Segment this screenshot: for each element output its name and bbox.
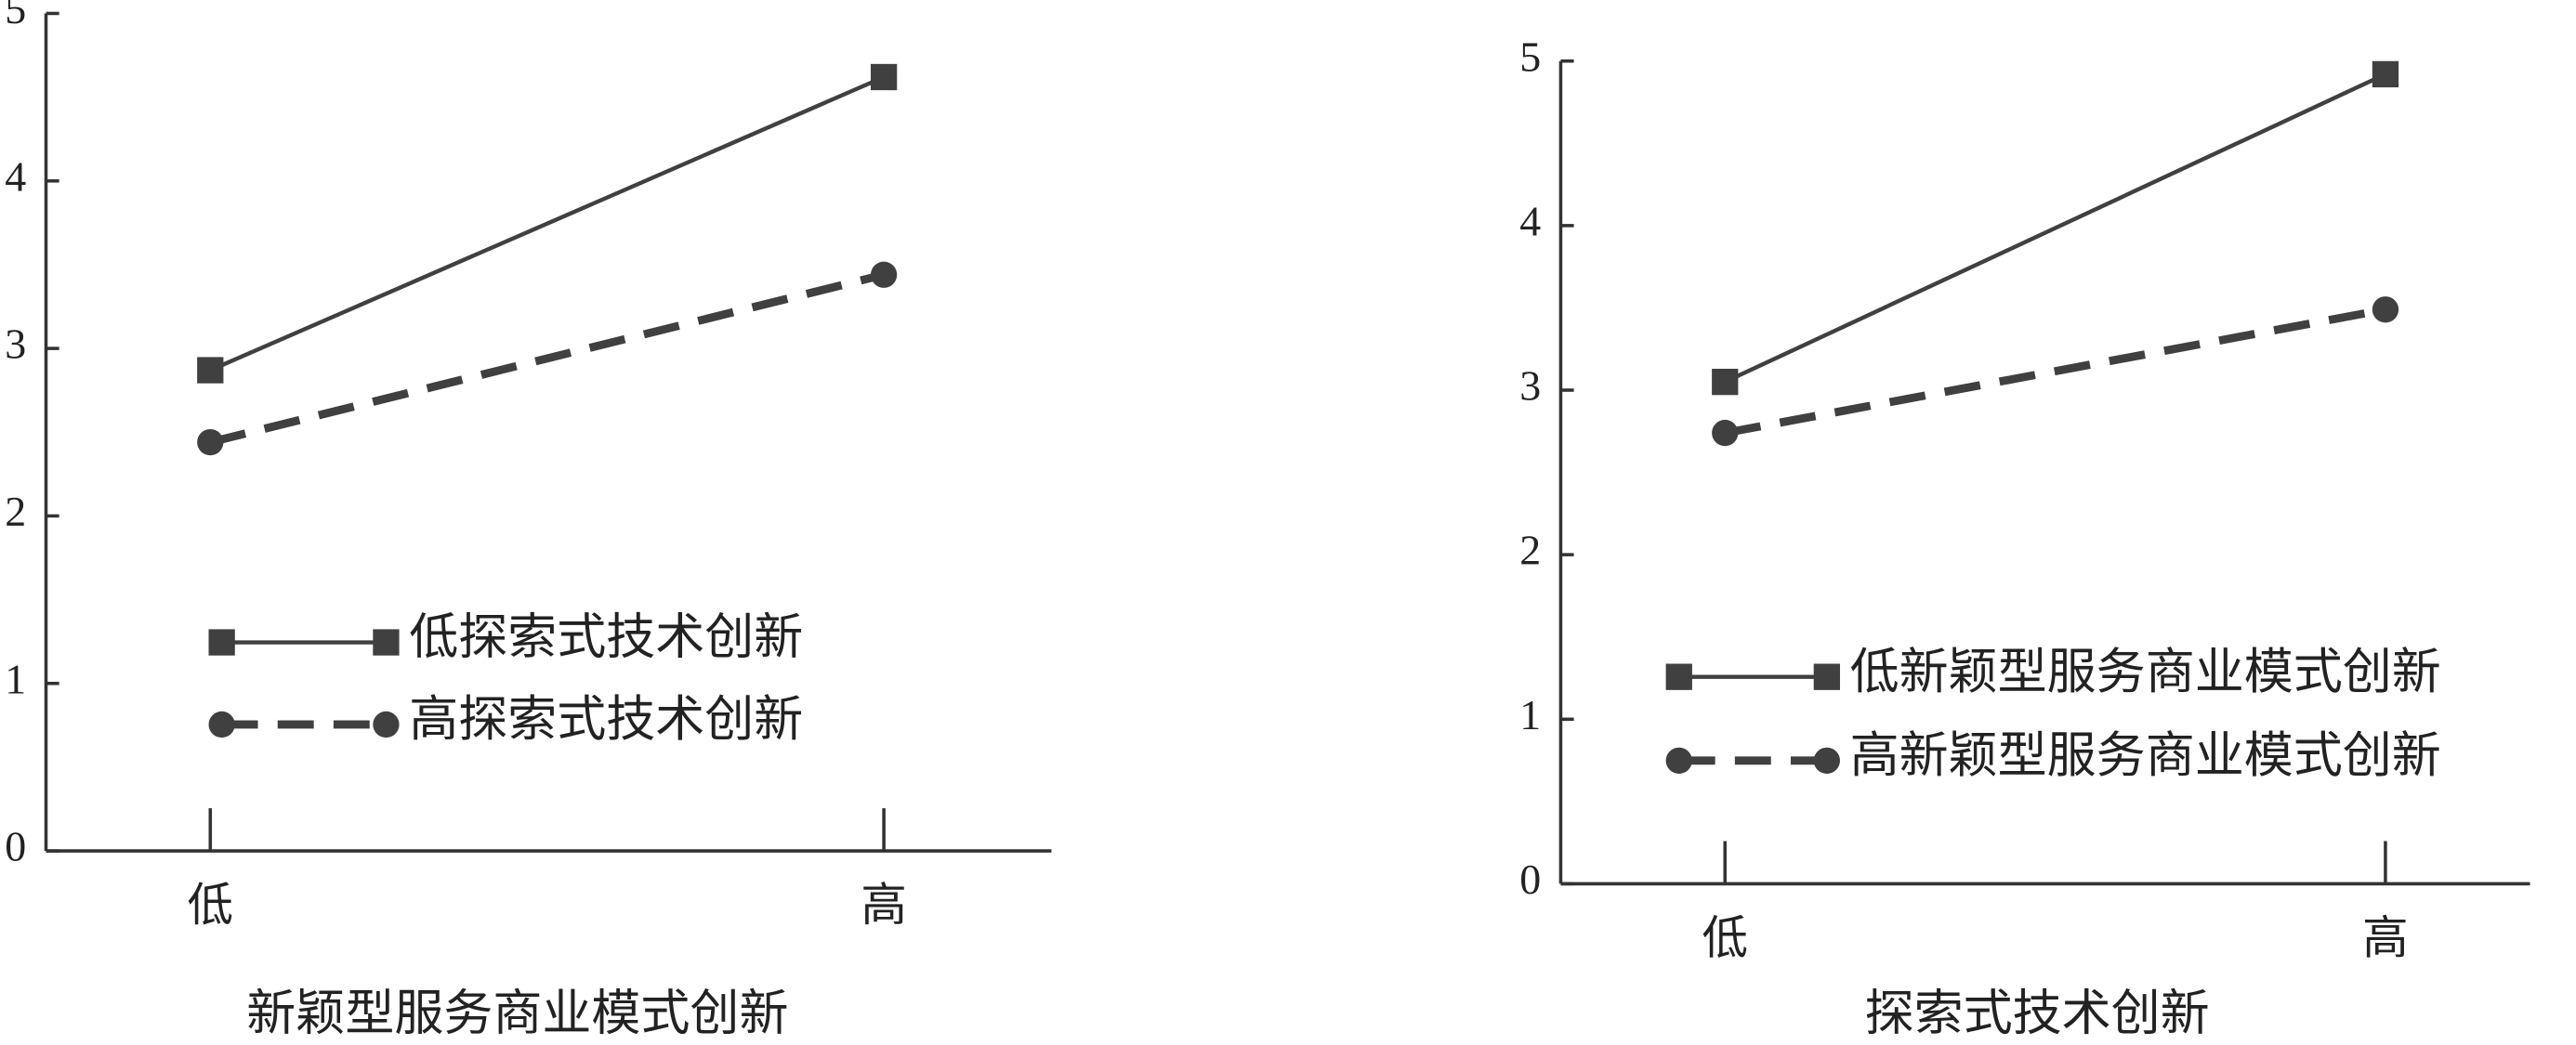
series-line (1724, 305, 2386, 438)
y-tick-label: 4 (1519, 197, 1541, 244)
y-tick-label: 2 (5, 488, 26, 535)
x-tick-label: 高 (861, 880, 907, 931)
legend-label: 低探索式技术创新 (409, 611, 803, 665)
legend-marker (208, 629, 235, 656)
y-tick-label: 5 (1519, 33, 1541, 80)
legend-marker (208, 711, 235, 738)
legend-marker (1665, 747, 1692, 774)
x-axis-title: 新颖型服务商业模式创新 (246, 987, 788, 1041)
marker (870, 63, 898, 91)
y-tick-label: 3 (1519, 362, 1541, 410)
y-tick-label: 1 (5, 655, 26, 702)
marker (2372, 60, 2399, 88)
y-tick-label: 0 (5, 823, 26, 870)
x-tick-label: 高 (2362, 912, 2409, 963)
marker (197, 357, 224, 384)
y-tick-label: 3 (5, 320, 26, 368)
legend-marker (1813, 747, 1840, 774)
x-tick-label: 低 (1702, 912, 1749, 963)
marker (197, 428, 224, 456)
marker (870, 261, 898, 288)
y-tick-label: 4 (5, 152, 26, 200)
legend-label: 高探索式技术创新 (409, 693, 803, 747)
series-line (209, 74, 885, 372)
y-tick-label: 0 (1519, 856, 1541, 903)
legend-marker (373, 629, 400, 656)
legend-marker (373, 711, 400, 738)
y-tick-label: 5 (5, 0, 26, 33)
legend-label: 高新颖型服务商业模式创新 (1850, 729, 2441, 783)
legend-marker (1813, 663, 1840, 690)
y-tick-label: 2 (1519, 527, 1541, 574)
x-axis-title: 探索式技术创新 (1865, 987, 2210, 1041)
y-tick-label: 1 (1519, 691, 1541, 738)
marker (2372, 296, 2399, 323)
marker (1712, 419, 1739, 447)
legend-marker (1665, 663, 1692, 690)
x-tick-label: 低 (188, 880, 234, 931)
legend-label: 低新颖型服务商业模式创新 (1850, 646, 2441, 699)
series-line (1724, 72, 2386, 385)
series-line (209, 270, 886, 447)
marker (1712, 369, 1739, 396)
